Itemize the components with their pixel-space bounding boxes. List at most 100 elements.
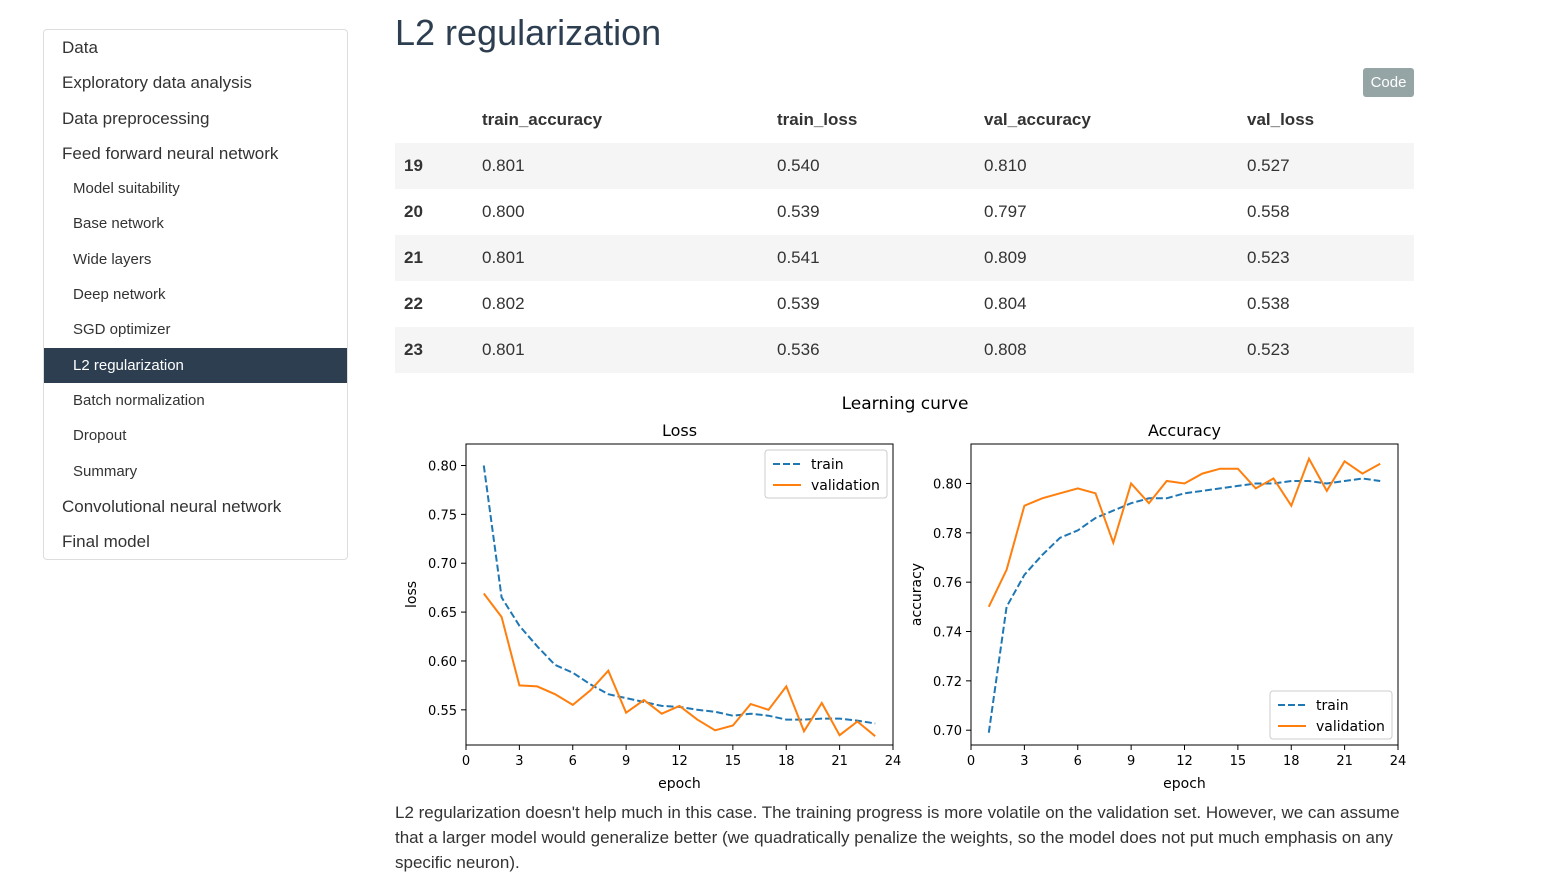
row-index: 20 [404, 202, 423, 221]
toc-item[interactable]: SGD optimizer [73, 321, 171, 339]
toc-item[interactable]: Feed forward neural network [62, 143, 279, 163]
table-cell: 0.801 [482, 156, 525, 175]
table-cell: 0.539 [777, 294, 820, 313]
toc-item[interactable]: Batch normalization [73, 391, 205, 409]
y-tick-label: 0.60 [428, 655, 457, 670]
y-axis-label: loss [404, 581, 420, 608]
legend-label: validation [1316, 719, 1385, 735]
table-of-contents: Data Exploratory data analysis Data prepro… [43, 29, 348, 561]
toc-item[interactable]: Convolutional neural network [62, 496, 282, 516]
table-cell: 0.804 [984, 294, 1027, 313]
subplot-title: Accuracy [1148, 421, 1221, 440]
table-cell: 0.800 [482, 202, 525, 221]
column-header: train_accuracy [482, 110, 603, 129]
table-row: 20 0.800 0.539 0.797 0.558 [395, 189, 1414, 235]
series-line-train [987, 477, 1381, 733]
x-tick-label: 9 [622, 754, 630, 769]
results-table: train_accuracy train_loss val_accuracy v… [395, 97, 1414, 373]
row-index: 22 [404, 294, 423, 313]
table-row: 21 0.801 0.541 0.809 0.523 [395, 235, 1414, 281]
toc-item[interactable]: Deep network [73, 286, 166, 304]
subplot-title: Loss [662, 421, 697, 440]
x-tick-label: 24 [885, 754, 902, 769]
x-tick-label: 12 [671, 754, 688, 769]
series-line-train [482, 465, 876, 725]
table-cell: 0.801 [482, 248, 525, 267]
y-tick-label: 0.70 [428, 557, 457, 572]
toc-item[interactable]: Model suitability [73, 180, 180, 198]
x-axis-label: epoch [658, 776, 701, 792]
row-index: 21 [404, 248, 423, 267]
table-cell: 0.801 [482, 340, 525, 359]
y-tick-label: 0.76 [933, 576, 962, 591]
table-cell: 0.523 [1247, 248, 1290, 267]
legend-label: train [811, 457, 844, 473]
table-row: 19 0.801 0.540 0.810 0.527 [395, 143, 1414, 189]
toc-item[interactable]: Exploratory data analysis [62, 73, 252, 93]
code-toggle-button[interactable]: Code [1363, 68, 1414, 97]
x-tick-label: 18 [1283, 754, 1300, 769]
table-cell: 0.558 [1247, 202, 1290, 221]
row-index: 23 [404, 340, 423, 359]
y-axis-label: accuracy [909, 563, 925, 626]
toc-item[interactable]: L2 regularization [44, 347, 347, 383]
chart-suptitle: Learning curve [842, 394, 969, 414]
x-tick-label: 6 [1074, 754, 1082, 769]
y-tick-label: 0.72 [933, 675, 962, 690]
toc-item[interactable]: Wide layers [73, 250, 152, 268]
page-title: L2 regularization [395, 12, 662, 53]
y-tick-label: 0.55 [428, 704, 457, 719]
x-tick-label: 15 [725, 754, 742, 769]
x-tick-label: 24 [1390, 754, 1407, 769]
y-tick-label: 0.80 [933, 477, 962, 492]
table-header-row: train_accuracy train_loss val_accuracy v… [395, 97, 1414, 143]
toc-item[interactable]: Summary [73, 462, 138, 480]
x-tick-label: 0 [967, 754, 975, 769]
x-tick-label: 9 [1127, 754, 1135, 769]
table-cell: 0.538 [1247, 294, 1290, 313]
table-cell: 0.541 [777, 248, 820, 267]
table-cell: 0.802 [482, 294, 525, 313]
column-header [395, 97, 481, 143]
description-text: L2 regularization doesn't help much in t… [395, 803, 1400, 872]
table-cell: 0.527 [1247, 156, 1290, 175]
y-tick-label: 0.70 [933, 724, 962, 739]
column-header: val_loss [1247, 110, 1315, 129]
y-tick-label: 0.78 [933, 527, 962, 542]
x-tick-label: 6 [569, 754, 577, 769]
series-line-validation [483, 592, 876, 737]
x-axis-label: epoch [1163, 776, 1206, 792]
series-line-validation [987, 456, 1381, 608]
x-tick-label: 21 [1336, 754, 1353, 769]
table-cell: 0.808 [984, 340, 1027, 359]
table-cell: 0.536 [777, 340, 820, 359]
toc-item[interactable]: Data [62, 38, 98, 57]
table-cell: 0.797 [984, 202, 1027, 221]
x-tick-label: 18 [778, 754, 795, 769]
legend-label: train [1316, 698, 1349, 714]
toc-item[interactable]: Base network [73, 215, 164, 233]
toc-item[interactable]: Final model [62, 532, 150, 552]
x-tick-label: 3 [1020, 754, 1028, 769]
x-tick-label: 0 [462, 754, 470, 769]
learning-curve-chart: Learning curve Loss 0 3 6 9 12 15 18 21 24 0.55 0.60… [404, 394, 1407, 792]
column-header: train_loss [777, 110, 858, 129]
toc-item[interactable]: Dropout [73, 427, 127, 445]
table-cell: 0.809 [984, 248, 1027, 267]
toc-item[interactable]: Data preprocessing [62, 108, 210, 128]
y-tick-label: 0.74 [933, 626, 962, 641]
table-cell: 0.810 [984, 156, 1027, 175]
x-tick-label: 15 [1230, 754, 1247, 769]
table-cell: 0.540 [777, 156, 820, 175]
x-tick-label: 21 [831, 754, 848, 769]
table-cell: 0.539 [777, 202, 820, 221]
table-row: 22 0.802 0.539 0.804 0.538 [395, 281, 1414, 327]
y-tick-label: 0.65 [428, 606, 457, 621]
x-tick-label: 3 [515, 754, 523, 769]
y-tick-label: 0.80 [428, 460, 457, 475]
column-header: val_accuracy [984, 110, 1091, 129]
y-tick-label: 0.75 [428, 508, 457, 523]
legend-label: validation [811, 478, 880, 494]
row-index: 19 [404, 156, 423, 175]
table-row: 23 0.801 0.536 0.808 0.523 [395, 327, 1414, 373]
